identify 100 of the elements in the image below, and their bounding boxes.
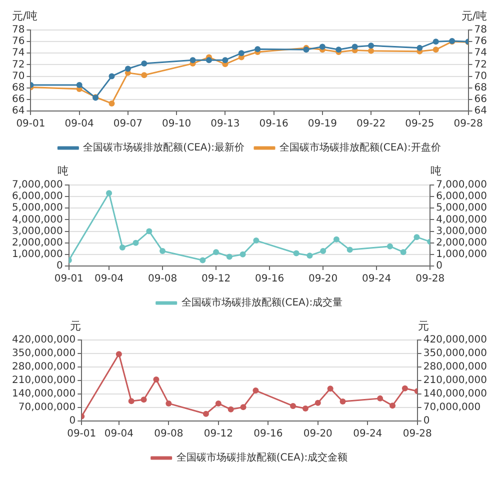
y-tick-label: 78: [12, 24, 25, 36]
point: [333, 236, 340, 242]
point: [290, 402, 296, 409]
point: [390, 402, 396, 409]
x-tick-label: 09-20: [308, 274, 338, 285]
point: [320, 248, 326, 254]
point: [213, 249, 220, 256]
point: [228, 406, 234, 412]
x-tick-label: 09-24: [362, 274, 392, 285]
point: [146, 228, 152, 234]
point: [432, 46, 439, 53]
point: [306, 252, 313, 259]
x-tick-label: 09-20: [303, 428, 332, 440]
point: [319, 44, 326, 50]
point: [166, 400, 172, 406]
x-tick-label: 09-01: [67, 428, 96, 440]
point: [254, 46, 261, 52]
y2-tick-label: 7,000,000: [436, 180, 488, 191]
y2-tick-label: 2,000,000: [436, 237, 488, 248]
point: [340, 398, 346, 405]
point: [368, 48, 374, 54]
y-tick-label: 280,000,000: [12, 362, 76, 373]
y-tick-label: 72: [12, 59, 25, 70]
y-tick-label: 1,000,000: [12, 249, 63, 260]
x-tick-label: 09-24: [353, 428, 382, 440]
point: [240, 404, 246, 410]
y2-tick-label: 76: [474, 36, 488, 48]
point: [238, 50, 244, 56]
point: [416, 44, 423, 51]
point: [222, 57, 228, 64]
point: [302, 405, 308, 412]
point: [190, 57, 196, 64]
y2-axis-title: 吨: [430, 164, 442, 178]
x-tick-label: 09-01: [54, 274, 84, 285]
point: [314, 400, 321, 406]
y-tick-label: 68: [12, 82, 25, 94]
x-tick-label: 09-04: [64, 118, 94, 130]
x-tick-label: 09-22: [356, 118, 386, 130]
y2-tick-label: 66: [474, 94, 488, 106]
point: [414, 234, 420, 240]
y-tick-label: 5,000,000: [12, 202, 63, 214]
x-tick-label: 09-10: [162, 118, 192, 130]
point: [327, 386, 334, 392]
y-tick-label: 0: [69, 416, 76, 427]
point: [352, 44, 358, 50]
x-tick-label: 09-28: [402, 428, 432, 440]
y2-tick-label: 280,000,000: [423, 362, 488, 373]
point: [226, 254, 232, 260]
x-tick-label: 09-04: [104, 428, 134, 440]
point: [386, 243, 393, 250]
point: [200, 257, 206, 264]
y2-tick-label: 72: [474, 59, 488, 70]
y2-tick-label: 74: [474, 48, 488, 59]
y-tick-label: 76: [12, 36, 25, 48]
y2-tick-label: 0: [436, 260, 442, 272]
x-tick-label: 09-01: [16, 118, 46, 130]
y-tick-label: 6,000,000: [12, 191, 63, 202]
y2-tick-label: 64: [474, 106, 488, 117]
point: [76, 82, 82, 88]
y2-tick-label: 68: [474, 82, 488, 94]
point: [108, 73, 115, 80]
point: [252, 388, 259, 394]
legend-label: 全国碳市场碳排放配额(CEA):成交量: [181, 296, 343, 309]
point: [206, 57, 212, 64]
point: [400, 249, 406, 256]
y2-tick-label: 140,000,000: [423, 388, 488, 400]
point: [160, 248, 166, 254]
y2-tick-label: 6,000,000: [436, 191, 488, 202]
y-tick-label: 74: [12, 48, 25, 59]
x-tick-label: 09-04: [94, 274, 124, 285]
y-tick-label: 4,000,000: [12, 214, 63, 226]
point: [124, 66, 131, 72]
x-tick-label: 09-08: [154, 428, 184, 440]
y-tick-label: 210,000,000: [12, 375, 76, 386]
y2-tick-label: 5,000,000: [436, 202, 488, 214]
point: [346, 246, 353, 253]
point: [202, 410, 209, 417]
y-tick-label: 2,000,000: [12, 237, 63, 248]
y-tick-label: 70: [12, 70, 25, 82]
y2-tick-label: 4,000,000: [436, 214, 488, 226]
point: [215, 400, 222, 406]
point: [402, 385, 408, 392]
y2-axis-title: 元: [418, 319, 429, 332]
legend-label: 全国碳市场碳排放配额(CEA):最新价: [83, 142, 245, 154]
x-tick-label: 09-16: [254, 428, 283, 440]
point: [377, 395, 384, 402]
legend-label: 全国碳市场碳排放配额(CEA):开盘价: [280, 142, 441, 154]
point: [119, 244, 126, 250]
point: [128, 398, 134, 404]
x-tick-label: 09-12: [204, 428, 233, 440]
y-tick-label: 7,000,000: [12, 180, 63, 191]
y-axis-title: 吨: [57, 164, 68, 178]
y2-tick-label: 3,000,000: [436, 226, 488, 237]
x-tick-label: 09-28: [416, 274, 445, 285]
y2-tick-label: 350,000,000: [423, 348, 488, 360]
point: [240, 251, 246, 258]
y2-tick-label: 210,000,000: [423, 375, 488, 386]
point: [141, 72, 148, 78]
x-tick-label: 09-07: [113, 118, 142, 130]
x-tick-label: 09-16: [259, 118, 288, 130]
